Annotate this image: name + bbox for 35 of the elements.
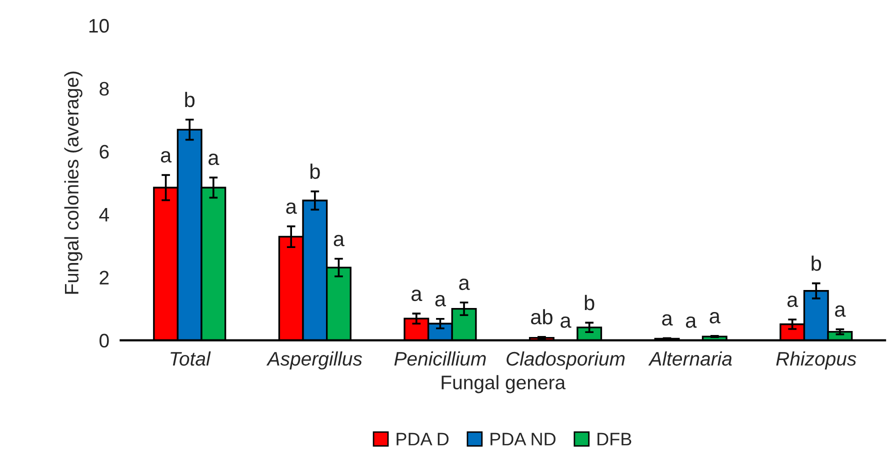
annotation: a [435, 295, 446, 306]
annotation: a [412, 290, 422, 302]
annotation: a [208, 154, 220, 166]
x-tick-label: Rhizopus [776, 351, 856, 370]
x-axis-title: Fungal genera [442, 375, 566, 394]
legend-label: DFB [598, 432, 632, 446]
annotation: a [286, 202, 297, 214]
annotation: a [459, 278, 470, 290]
y-tick-label: 10 [89, 18, 109, 33]
x-tick-label: Alternaria [648, 351, 732, 366]
y-tick-label: 0 [100, 334, 109, 348]
annotation: a [334, 234, 345, 246]
annotation: a [662, 314, 673, 326]
annotation: b [812, 256, 822, 271]
y-tick-label: 2 [100, 270, 109, 284]
x-tick-label: Penicillium [394, 351, 486, 366]
annotation: a [160, 151, 172, 163]
annotation: a [787, 296, 798, 308]
x-tick-label: Cladosporium [506, 351, 625, 370]
annotation: b [185, 92, 195, 108]
legend-label: PDA D [396, 432, 449, 446]
legend-label: PDA ND [490, 432, 556, 446]
annotation: b [310, 164, 320, 179]
y-tick-label: 6 [100, 144, 109, 159]
x-tick-label: Total [170, 351, 211, 366]
x-tick-label: Aspergillus [266, 351, 362, 370]
annotation: a [686, 316, 697, 328]
annotation: ab [531, 309, 552, 324]
y-axis-title: Fungal colonies (average) [64, 72, 82, 294]
y-tick-label: 4 [99, 208, 110, 222]
y-tick-label: 8 [100, 82, 109, 96]
annotation: a [710, 312, 720, 324]
annotation: a [560, 316, 572, 328]
annotation: b [584, 294, 594, 310]
annotation: a [835, 305, 846, 317]
